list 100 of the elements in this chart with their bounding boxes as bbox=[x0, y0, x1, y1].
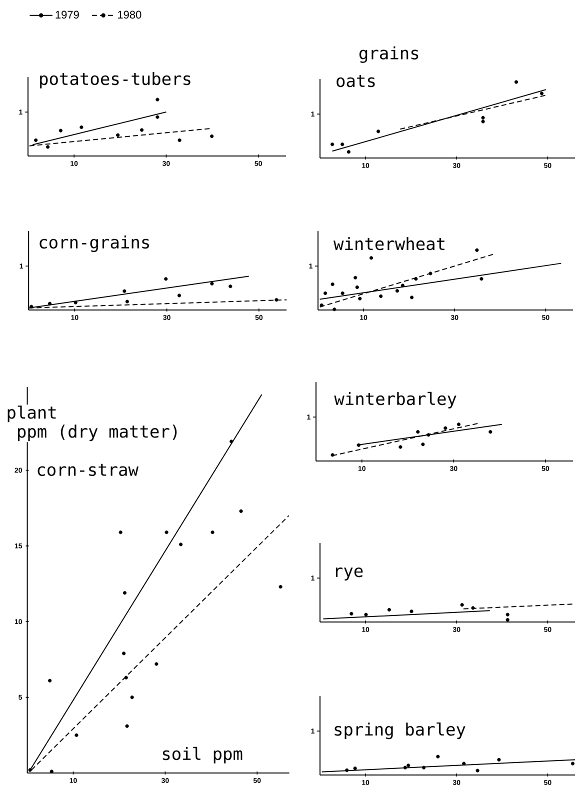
point bbox=[353, 766, 357, 770]
point bbox=[122, 652, 126, 656]
point bbox=[400, 284, 404, 288]
chart-title: oats bbox=[336, 74, 375, 88]
point bbox=[475, 248, 479, 252]
chart-title: rye bbox=[336, 567, 363, 580]
point bbox=[58, 128, 63, 132]
chart-title: potatoes-tubers bbox=[40, 72, 190, 88]
point bbox=[210, 530, 214, 534]
point bbox=[444, 426, 448, 430]
point bbox=[416, 430, 420, 434]
point bbox=[154, 662, 158, 666]
point bbox=[278, 585, 282, 589]
point bbox=[177, 294, 182, 298]
point bbox=[34, 138, 38, 142]
point bbox=[406, 764, 410, 768]
point bbox=[428, 272, 432, 276]
y-axis-title: plant ppm (dry matter) bbox=[8, 406, 177, 442]
point bbox=[130, 696, 134, 700]
point bbox=[345, 768, 349, 772]
point bbox=[178, 138, 182, 142]
point bbox=[350, 612, 354, 616]
point bbox=[540, 92, 544, 96]
point bbox=[48, 302, 52, 306]
point bbox=[164, 530, 168, 534]
point bbox=[376, 130, 380, 134]
x-axis-title: soil ppm bbox=[162, 746, 242, 764]
point bbox=[156, 115, 160, 119]
point bbox=[488, 430, 492, 434]
point bbox=[274, 298, 278, 302]
point bbox=[164, 277, 168, 281]
point bbox=[330, 282, 334, 286]
text: grains bbox=[359, 46, 418, 63]
point bbox=[122, 289, 126, 293]
point bbox=[125, 300, 129, 304]
point bbox=[125, 724, 129, 728]
point bbox=[210, 282, 214, 286]
point bbox=[481, 116, 485, 120]
point bbox=[422, 766, 426, 770]
point bbox=[46, 145, 50, 149]
point bbox=[179, 542, 183, 546]
point bbox=[476, 768, 480, 772]
point bbox=[28, 768, 32, 772]
point bbox=[122, 591, 127, 595]
legend-label: 1979 bbox=[56, 10, 79, 19]
point bbox=[462, 762, 466, 766]
point bbox=[30, 304, 34, 308]
chart-title: winterbarley bbox=[334, 392, 456, 408]
point bbox=[414, 277, 418, 281]
point bbox=[456, 422, 461, 426]
point bbox=[356, 443, 360, 447]
point bbox=[354, 276, 358, 280]
point bbox=[480, 277, 484, 281]
point bbox=[506, 612, 510, 616]
point bbox=[514, 80, 518, 84]
point bbox=[340, 291, 344, 296]
point bbox=[48, 678, 52, 682]
point bbox=[340, 142, 344, 146]
chart-title: winterwheat bbox=[334, 237, 444, 250]
point bbox=[239, 509, 243, 513]
point bbox=[355, 285, 359, 290]
point bbox=[124, 676, 128, 680]
point bbox=[403, 766, 407, 770]
point bbox=[436, 754, 440, 758]
legend-label: 1980 bbox=[118, 10, 142, 19]
point bbox=[387, 608, 392, 612]
chart-title: spring barley bbox=[334, 722, 466, 740]
chart-title: corn-grains bbox=[40, 235, 149, 252]
point bbox=[74, 300, 78, 304]
point bbox=[379, 294, 383, 298]
point bbox=[506, 618, 510, 622]
point bbox=[497, 758, 501, 762]
point bbox=[228, 284, 232, 288]
point bbox=[116, 133, 120, 137]
point bbox=[410, 296, 414, 300]
point bbox=[330, 142, 334, 146]
point bbox=[398, 445, 402, 449]
point bbox=[481, 120, 485, 124]
point bbox=[358, 296, 362, 300]
point bbox=[210, 134, 214, 138]
point bbox=[156, 98, 160, 102]
point bbox=[460, 603, 464, 607]
point bbox=[471, 606, 475, 610]
point bbox=[346, 150, 350, 154]
point bbox=[369, 256, 374, 260]
point bbox=[80, 125, 84, 130]
point bbox=[364, 612, 368, 616]
point bbox=[395, 289, 400, 293]
point bbox=[323, 291, 328, 296]
point bbox=[426, 433, 430, 437]
point bbox=[332, 308, 336, 312]
point bbox=[330, 453, 334, 457]
point bbox=[118, 530, 122, 534]
point bbox=[421, 442, 425, 446]
point bbox=[140, 128, 144, 132]
point bbox=[320, 303, 324, 307]
point bbox=[230, 440, 234, 444]
text: corn-straw bbox=[38, 464, 138, 476]
point bbox=[74, 733, 78, 737]
point bbox=[410, 610, 414, 614]
